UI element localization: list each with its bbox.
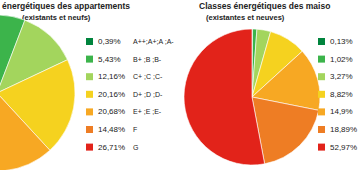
- pie-chart: Classes énergétiques des maiso (existante…: [184, 1, 357, 165]
- legend-label: G: [133, 144, 138, 151]
- legend: 0,39% A++;A+;A ;A- 5,43% B+ ;B ;B- 12,16% C+ …: [86, 37, 174, 152]
- legend-swatch: [86, 38, 93, 45]
- chart-title: Classes énergétiques des maiso: [199, 1, 330, 11]
- pie-slice: [0, 93, 50, 170]
- legend-swatch: [86, 91, 93, 98]
- legend-value: 0,39%: [98, 37, 121, 46]
- pie-chart: énergétiques des appartements (existants …: [0, 1, 174, 170]
- legend-value: 14,9%: [330, 107, 353, 116]
- legend-value: 1,02%: [330, 55, 353, 64]
- legend-value: 5,43%: [98, 55, 121, 64]
- legend-value: 52,97%: [330, 143, 357, 152]
- legend-value: 26,71%: [98, 143, 125, 152]
- pie-slices: [184, 29, 320, 165]
- chart-subtitle: (existantes et neuves): [206, 13, 285, 22]
- legend-swatch: [318, 144, 325, 151]
- legend-label: F: [133, 126, 137, 133]
- legend-value: 0,13%: [330, 37, 353, 46]
- legend-label: A++;A+;A ;A-: [133, 38, 174, 45]
- legend-swatch: [86, 73, 93, 80]
- legend-swatch: [318, 73, 325, 80]
- chart-title: énergétiques des appartements: [2, 1, 130, 11]
- legend-swatch: [318, 91, 325, 98]
- legend-value: 18,89%: [330, 125, 357, 134]
- pie-slices: [0, 15, 75, 170]
- pie-slice: [184, 29, 265, 165]
- legend-value: 3,27%: [330, 72, 353, 81]
- legend-swatch: [86, 144, 93, 151]
- legend: 0,13% 1,02% 3,27% 8,82% 14,9% 18,89% 52,97%: [318, 37, 357, 152]
- legend-label: D+ ;D ;D-: [133, 91, 163, 98]
- legend-label: C+ ;C ;C-: [133, 73, 163, 80]
- legend-swatch: [318, 126, 325, 133]
- legend-value: 20,68%: [98, 107, 125, 116]
- chart-subtitle: (existants et neufs): [22, 13, 91, 22]
- legend-value: 20,16%: [98, 90, 125, 99]
- legend-swatch: [318, 108, 325, 115]
- legend-swatch: [86, 126, 93, 133]
- legend-value: 8,82%: [330, 90, 353, 99]
- legend-swatch: [86, 56, 93, 63]
- legend-swatch: [318, 38, 325, 45]
- legend-swatch: [86, 108, 93, 115]
- legend-label: B+ ;B ;B-: [133, 56, 162, 63]
- legend-value: 14,48%: [98, 125, 125, 134]
- legend-value: 12,16%: [98, 72, 125, 81]
- legend-label: E+ ;E ;E-: [133, 108, 162, 115]
- chart-canvas: énergétiques des appartements (existants …: [0, 0, 360, 170]
- legend-swatch: [318, 56, 325, 63]
